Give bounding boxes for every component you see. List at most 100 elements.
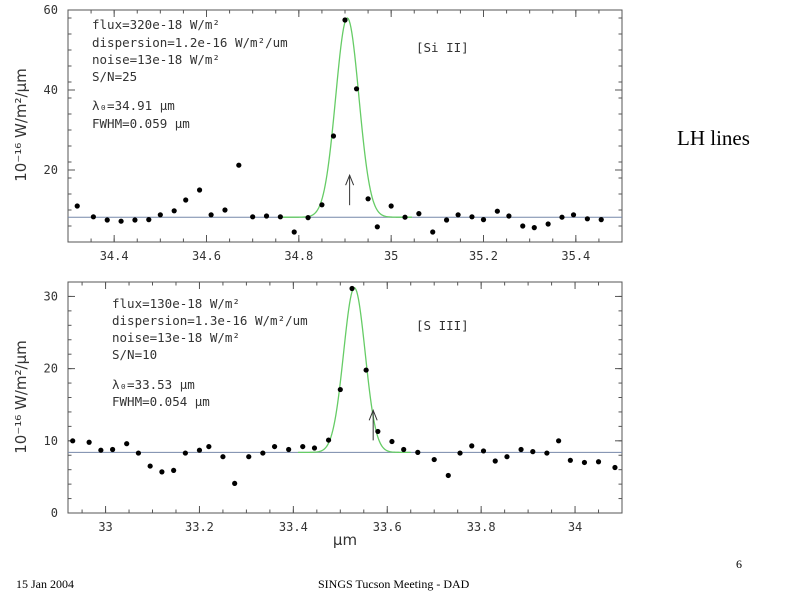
si2-data-point bbox=[598, 217, 604, 223]
si2-xtick-label: 35.2 bbox=[469, 249, 498, 263]
s3-data-point bbox=[401, 446, 407, 453]
s3-data-point bbox=[612, 464, 618, 471]
s3-data-point bbox=[567, 457, 573, 463]
s3-data-point bbox=[196, 447, 203, 453]
s3-data-point bbox=[86, 439, 92, 445]
si2-data-point bbox=[250, 214, 256, 220]
si2-data-point bbox=[263, 213, 270, 219]
s3-data-point bbox=[445, 472, 451, 479]
si2-annotation-flux: flux=320e-18 W/m² bbox=[92, 17, 220, 32]
si2-data-point bbox=[455, 212, 461, 218]
si2-y-axis-label: 10⁻¹⁶ W/m²/μm bbox=[12, 68, 30, 182]
si2-data-point bbox=[494, 208, 500, 214]
s3-annotation-dispersion: dispersion=1.3e-16 W/m²/um bbox=[112, 313, 308, 328]
s3-xtick-label: 34 bbox=[568, 520, 582, 534]
s3-data-point bbox=[171, 467, 177, 474]
si2-xtick-label: 35.4 bbox=[561, 249, 590, 263]
si2-ytick-label: 60 bbox=[44, 3, 58, 17]
s3-data-point bbox=[530, 449, 536, 455]
si2-data-point bbox=[118, 218, 124, 224]
footer-date: 15 Jan 2004 bbox=[16, 577, 74, 591]
si2-data-point bbox=[416, 211, 422, 217]
si2-annotation-lambda: λ₀=34.91 μm bbox=[92, 98, 175, 113]
s3-data-point bbox=[363, 367, 369, 373]
si2-xtick-label: 34.4 bbox=[100, 249, 129, 263]
s3-data-point bbox=[135, 450, 142, 456]
si2-data-point bbox=[236, 162, 242, 168]
s3-data-point bbox=[246, 454, 252, 460]
s3-ytick-label: 30 bbox=[44, 289, 58, 303]
s3-data-point bbox=[232, 480, 238, 487]
si2-data-point bbox=[584, 216, 590, 222]
si2-data-point bbox=[291, 229, 297, 235]
s3-data-point bbox=[300, 443, 306, 450]
s3-data-point bbox=[518, 446, 524, 453]
s3-data-point bbox=[492, 458, 498, 464]
s3-data-point bbox=[98, 447, 104, 453]
si2-data-point bbox=[157, 212, 163, 218]
si2-xtick-label: 34.6 bbox=[192, 249, 221, 263]
si2-data-point bbox=[559, 214, 565, 220]
si2-annotation-sn: S/N=25 bbox=[92, 69, 137, 84]
si2-data-point bbox=[342, 17, 348, 23]
s3-annotation-flux: flux=130e-18 W/m² bbox=[112, 296, 240, 311]
si2-data-point bbox=[208, 212, 214, 218]
si2-data-points bbox=[74, 17, 604, 235]
s3-panel: 33 33.2 33.4 33.6 33.8 34 0 10 20 30 10⁻¹⁶ W/m²/μ… bbox=[12, 281, 623, 549]
si2-data-point bbox=[365, 196, 371, 202]
s3-data-point bbox=[260, 450, 266, 456]
s3-ytick-label: 20 bbox=[44, 362, 58, 376]
s3-arrow-head bbox=[368, 409, 378, 421]
s3-gaussian-fit bbox=[298, 287, 411, 454]
s3-species-label: [S III] bbox=[416, 318, 469, 333]
footer-meeting: SINGS Tucson Meeting - DAD bbox=[318, 577, 470, 591]
si2-xtick-label: 35 bbox=[384, 249, 398, 263]
page-number: 6 bbox=[736, 557, 742, 571]
si2-data-point bbox=[196, 187, 203, 193]
si2-data-point bbox=[374, 224, 380, 230]
s3-data-point bbox=[159, 469, 165, 475]
si2-data-point bbox=[222, 207, 228, 213]
si2-species-label: [Si II] bbox=[416, 40, 469, 55]
s3-data-point bbox=[271, 443, 278, 450]
s3-data-point bbox=[595, 459, 602, 465]
si2-data-point bbox=[388, 203, 394, 209]
si2-data-point bbox=[506, 213, 512, 219]
s3-data-point bbox=[182, 450, 188, 456]
s3-xtick-label: 33.8 bbox=[467, 520, 496, 534]
s3-data-point bbox=[556, 438, 562, 444]
s3-data-point bbox=[147, 463, 153, 469]
s3-data-point bbox=[220, 454, 226, 460]
si2-ticks: 34.4 34.6 34.8 35 35.2 35.4 20 40 60 bbox=[44, 3, 623, 263]
s3-annotation-lambda: λ₀=33.53 μm bbox=[112, 377, 195, 392]
si2-ytick-label: 20 bbox=[44, 163, 58, 177]
s3-data-point bbox=[581, 459, 588, 466]
si2-data-point bbox=[90, 214, 96, 220]
s3-annotation-noise: noise=13e-18 W/m² bbox=[112, 330, 240, 345]
s3-data-point bbox=[206, 443, 212, 450]
s3-data-point bbox=[70, 438, 76, 444]
si2-data-point bbox=[132, 217, 138, 223]
si2-data-point bbox=[520, 223, 526, 229]
si2-data-point bbox=[353, 86, 360, 92]
si2-annotation-fwhm: FWHM=0.059 μm bbox=[92, 116, 190, 131]
si2-xtick-label: 34.8 bbox=[284, 249, 313, 263]
si2-annotations: flux=320e-18 W/m² dispersion=1.2e-16 W/m… bbox=[92, 17, 288, 131]
s3-data-point bbox=[124, 441, 130, 447]
s3-xtick-label: 33 bbox=[98, 520, 112, 534]
si2-data-point bbox=[305, 215, 311, 221]
slide-title: LH lines bbox=[677, 126, 750, 150]
s3-data-point bbox=[349, 285, 355, 292]
si2-annotation-noise: noise=13e-18 W/m² bbox=[92, 52, 220, 67]
s3-data-point bbox=[469, 443, 475, 449]
s3-xtick-label: 33.4 bbox=[279, 520, 308, 534]
s3-data-points bbox=[70, 285, 618, 487]
si2-data-point bbox=[146, 217, 152, 223]
s3-annotation-fwhm: FWHM=0.054 μm bbox=[112, 394, 210, 409]
s3-annotation-sn: S/N=10 bbox=[112, 347, 157, 362]
s3-data-point bbox=[110, 446, 116, 453]
s3-line-arrow bbox=[368, 409, 378, 441]
s3-data-point bbox=[504, 454, 510, 460]
si2-data-point bbox=[443, 217, 450, 223]
si2-data-point bbox=[330, 133, 337, 139]
